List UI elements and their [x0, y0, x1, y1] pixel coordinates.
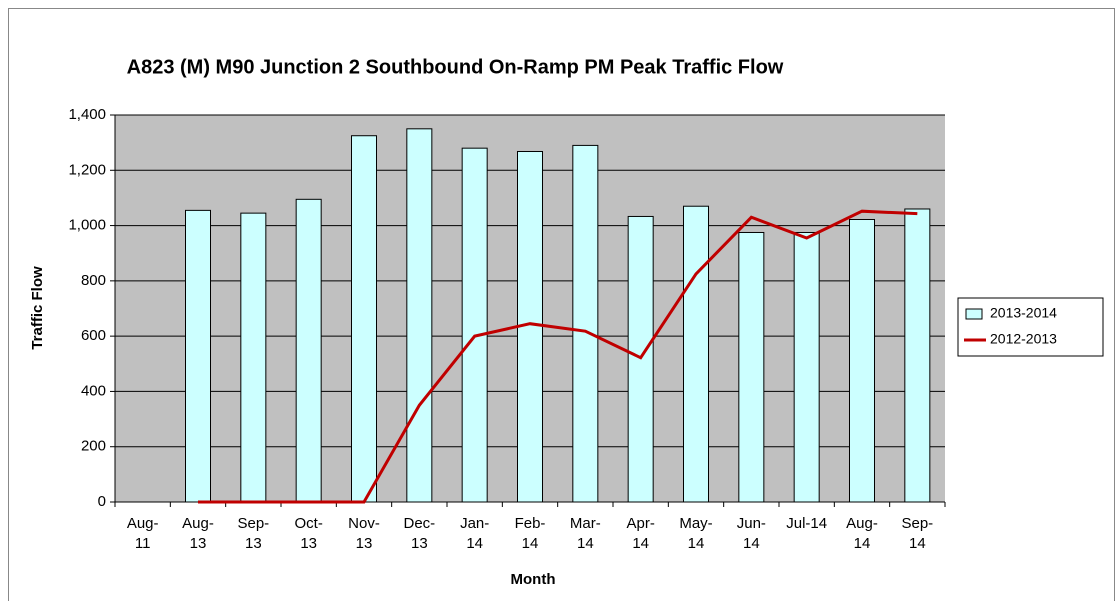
x-tick-label: Jun- 14 [737, 515, 766, 552]
legend-swatch [965, 308, 983, 320]
x-tick-label-line: Aug- [846, 515, 878, 532]
x-tick-label: Dec- 13 [403, 515, 435, 552]
bar [683, 205, 709, 503]
x-tick-label-line: Aug- [182, 515, 214, 532]
bar [793, 231, 820, 503]
line [198, 209, 918, 504]
x-tick-label-line: Jun- [737, 515, 766, 532]
x-tick-label: Aug- 11 [127, 515, 159, 552]
bar [295, 198, 322, 503]
x-tick-label-line: Jan- [460, 515, 489, 532]
y-tick-label: 800 [81, 272, 106, 289]
bar [461, 147, 488, 503]
x-tick-label-line: 14 [854, 535, 871, 552]
x-tick-label-line: 14 [743, 535, 760, 552]
x-tick-label-line: 14 [466, 535, 483, 552]
y-tick-label: 200 [81, 438, 106, 455]
x-tick-label-line: Nov- [348, 515, 380, 532]
x-tick-label-line: Apr- [626, 515, 654, 532]
x-tick-label-line: Mar- [570, 515, 601, 532]
x-tick-label-line: 13 [245, 535, 262, 552]
bar [904, 208, 931, 503]
x-tick-label: Apr- 14 [626, 515, 654, 552]
bar [738, 231, 765, 503]
y-tick-label: 0 [98, 493, 106, 510]
x-tick-label: Mar- 14 [570, 515, 601, 552]
bar [351, 135, 377, 503]
legend-label: 2013-2014 [990, 305, 1057, 321]
x-tick-label-line: 14 [522, 535, 539, 552]
x-tick-label: Feb- 14 [515, 515, 546, 552]
bar [406, 128, 433, 503]
x-tick-label-line: 13 [300, 535, 317, 552]
x-tick-label: Nov- 13 [348, 515, 380, 552]
x-tick-label-line: 13 [356, 535, 373, 552]
x-tick-label: Aug- 14 [846, 515, 878, 552]
x-tick-label: May- 14 [679, 515, 712, 552]
y-tick-label: 400 [81, 382, 106, 399]
y-tick-label: 1,000 [68, 217, 106, 234]
y-axis-label: Traffic Flow [29, 266, 46, 350]
x-tick-label-line: Aug- [127, 515, 159, 532]
x-tick-label-line: Sep- [901, 515, 933, 532]
x-tick-label: Jan- 14 [460, 515, 489, 552]
x-tick-label-line: May- [679, 515, 712, 532]
x-axis-label: Month [511, 571, 556, 588]
bar [849, 218, 875, 503]
x-tick-label-line: 11 [135, 535, 151, 552]
legend-label: 2012-2013 [990, 331, 1057, 347]
x-tick-label-line: Dec- [403, 515, 435, 532]
x-tick-label-line: Sep- [237, 515, 269, 532]
bar [572, 144, 599, 503]
chart-title: A823 (M) M90 Junction 2 Southbound On-Ra… [127, 56, 784, 78]
x-tick-label-line: 13 [411, 535, 428, 552]
x-tick-label-line: 13 [190, 535, 207, 552]
x-tick-label: Oct- 13 [294, 515, 322, 552]
y-tick-label: 1,200 [68, 161, 106, 178]
y-tick-label: 1,400 [68, 106, 106, 123]
x-tick-label: Sep- 13 [237, 515, 269, 552]
y-tick-label: 600 [81, 327, 106, 344]
x-tick-label-line: 14 [577, 535, 594, 552]
x-tick-label: Aug- 13 [182, 515, 214, 552]
x-tick-label-line: 14 [632, 535, 649, 552]
x-tick-label-line: Feb- [515, 515, 546, 532]
legend-box [957, 297, 1104, 357]
x-tick-label-line: Oct- [294, 515, 322, 532]
x-tick-label-line: 14 [688, 535, 705, 552]
x-tick-label-line: 14 [909, 535, 926, 552]
x-tick-label: Jul-14 [786, 515, 827, 532]
bar [185, 209, 211, 503]
x-tick-label: Sep- 14 [901, 515, 933, 552]
bar [240, 212, 267, 503]
